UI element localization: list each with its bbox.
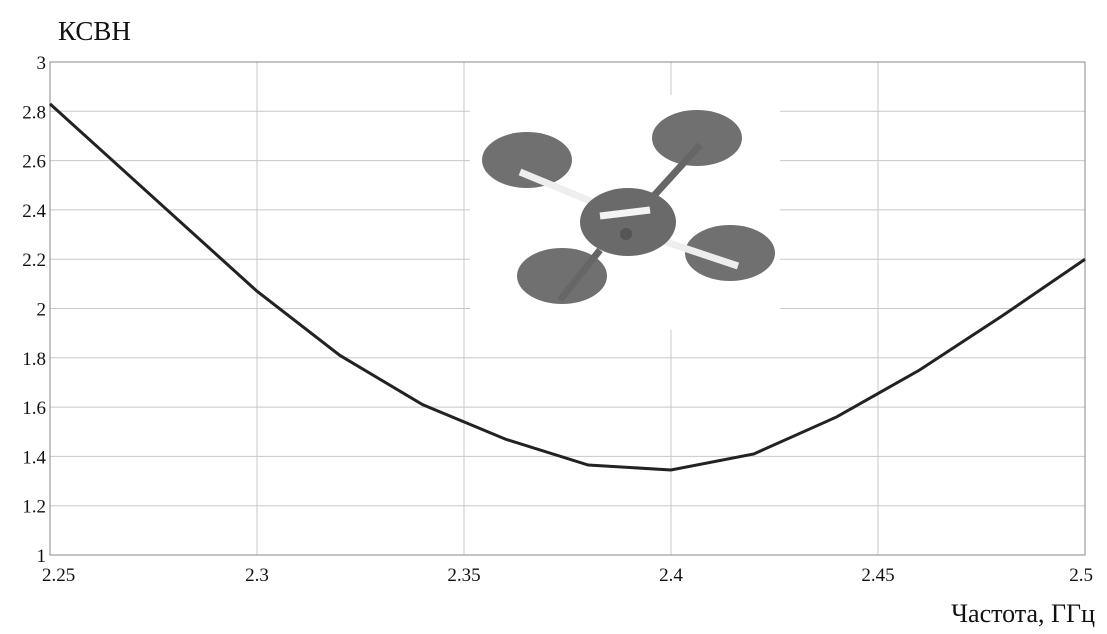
x-tick-label: 2.35: [447, 565, 480, 586]
x-tick-label: 2.45: [861, 565, 894, 586]
y-tick-label: 2.2: [22, 250, 46, 271]
y-tick-label: 1.2: [22, 497, 46, 518]
chart: КСВН Частота, ГГц 1 1.2 1.4 1.6 1.8 2 2.2 2.4 2.…: [0, 0, 1107, 634]
y-tick-label: 1.6: [22, 398, 46, 419]
center: [620, 228, 632, 240]
y-tick-label: 1.4: [22, 447, 46, 468]
y-tick-label: 2.6: [22, 152, 46, 173]
x-tick-label: 2.3: [245, 565, 269, 586]
y-tick-label: 2.8: [22, 102, 46, 123]
y-tick-label: 2.4: [22, 201, 46, 222]
rotor: [652, 110, 742, 166]
x-axis-label: Частота, ГГц: [951, 599, 1095, 628]
x-tick-label: 2.25: [42, 565, 75, 586]
y-tick-label: 1.8: [22, 349, 46, 370]
inset-drone: [470, 95, 780, 330]
rotor: [482, 132, 572, 188]
x-tick-label: 2.5: [1069, 565, 1093, 586]
y-tick-label: 2: [37, 300, 47, 321]
hub: [580, 188, 676, 256]
y-axis-label: КСВН: [58, 16, 131, 46]
y-tick-label: 3: [37, 53, 47, 74]
y-tick-label: 1: [37, 546, 47, 567]
x-tick-label: 2.4: [659, 565, 683, 586]
